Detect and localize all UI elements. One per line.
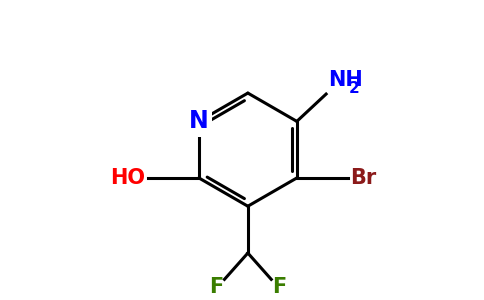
Text: F: F — [272, 277, 286, 297]
Text: 2: 2 — [348, 81, 359, 96]
Text: Br: Br — [350, 168, 377, 188]
Text: F: F — [210, 277, 224, 297]
Text: N: N — [189, 110, 209, 134]
Text: NH: NH — [328, 70, 363, 90]
Text: HO: HO — [110, 168, 145, 188]
